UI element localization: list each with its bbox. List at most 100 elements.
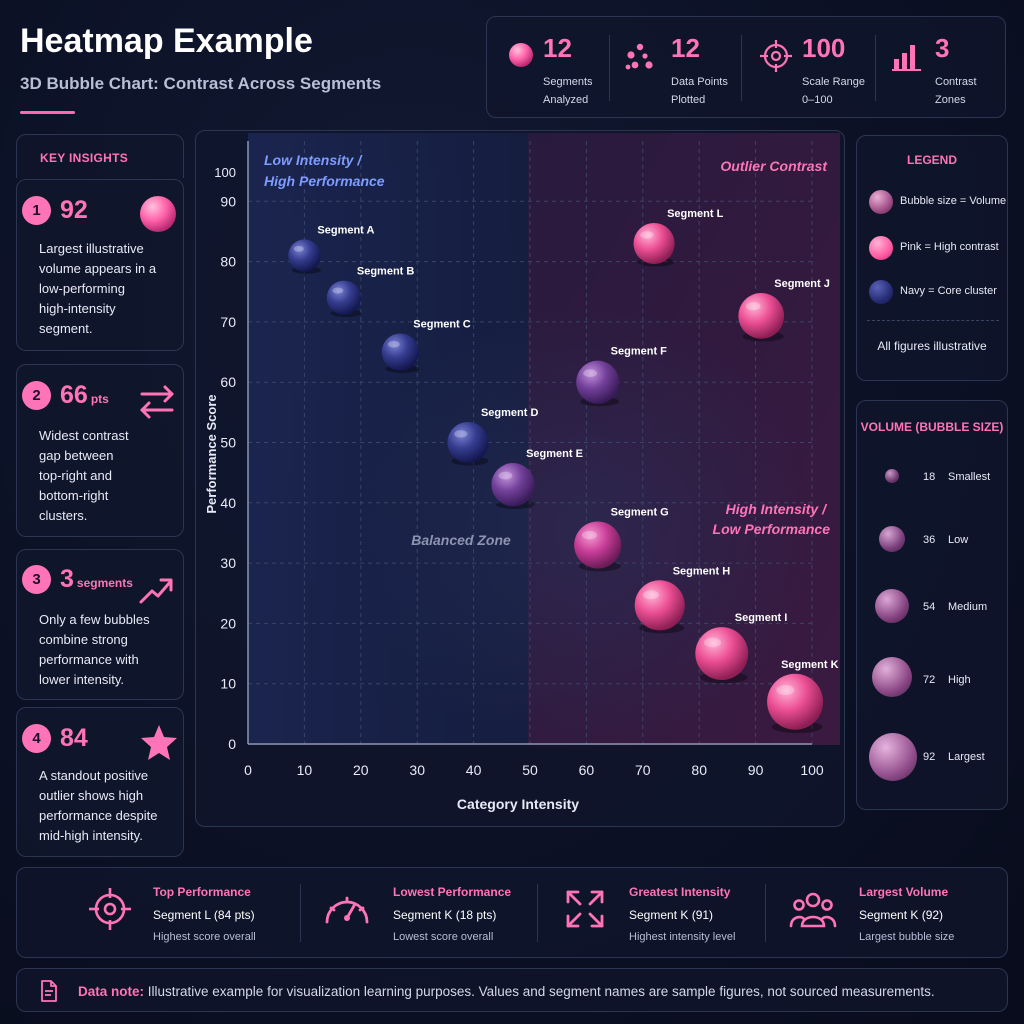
- insight-text: low-performing: [39, 281, 125, 296]
- divider: [609, 35, 610, 101]
- dots-icon: [625, 43, 653, 70]
- divider: [875, 35, 876, 101]
- users-icon: [789, 892, 837, 928]
- insight-text: Largest illustrative: [39, 241, 144, 256]
- bubble-label: Segment I: [735, 612, 788, 624]
- insight-card: 3 3 segments Only a few bubbles combine s…: [16, 549, 184, 700]
- insight-text: clusters.: [39, 508, 88, 523]
- insight-number-badge: 3: [22, 565, 51, 594]
- stat-label: 0–100: [802, 94, 833, 106]
- star-icon: [141, 725, 177, 760]
- pink-bubble-icon: [509, 43, 533, 67]
- bubble-label: Segment G: [611, 507, 669, 519]
- volume-value: 54: [923, 601, 936, 613]
- zone-label-high-intensity: High Intensity /: [726, 501, 828, 517]
- volume-item: 92 Largest: [857, 729, 1009, 785]
- stat-value: 12: [543, 33, 572, 63]
- data-note-panel: Data note: Illustrative example for visu…: [16, 968, 1008, 1012]
- volume-value: 92: [923, 751, 936, 763]
- bubbles-layer: Segment A Segment B Segment C Segment D Segm…: [288, 208, 839, 734]
- pink-dot-icon: [869, 236, 893, 260]
- title-underline: [20, 111, 75, 114]
- navy-dot-icon: [869, 280, 893, 304]
- insight-text: performance despite: [39, 808, 158, 823]
- bubble: [381, 333, 419, 371]
- volume-bubble: [872, 657, 912, 697]
- bubble-highlight: [583, 369, 598, 378]
- insight-text: Only a few bubbles: [39, 612, 150, 627]
- x-tick-label: 20: [353, 762, 369, 778]
- expand-arrows-icon: [566, 890, 604, 928]
- x-tick-label: 100: [800, 762, 824, 778]
- divider: [537, 884, 538, 942]
- gauge-icon: [325, 896, 369, 924]
- summary-largest-volume: Largest Volume Segment K (92) Largest bu…: [766, 868, 1006, 958]
- bubble-highlight: [454, 430, 468, 438]
- volume-label: Largest: [948, 751, 985, 763]
- page-title: Heatmap Example: [20, 22, 313, 60]
- volume-title: VOLUME (BUBBLE SIZE): [860, 420, 1004, 434]
- volume-value: 72: [923, 674, 936, 686]
- bubble-highlight: [776, 684, 795, 696]
- legend-title: LEGEND: [906, 153, 957, 167]
- summary-desc: Lowest score overall: [393, 931, 494, 943]
- volume-bubble: [879, 526, 905, 552]
- bubble: [288, 239, 321, 272]
- summary-title: Top Performance: [153, 885, 251, 899]
- legend-label: Navy = Core cluster: [900, 285, 997, 297]
- volume-value: 18: [923, 471, 936, 483]
- stat-label: Plotted: [671, 94, 706, 106]
- zone-label-low-intensity: High Performance: [264, 173, 385, 189]
- target-icon: [760, 40, 792, 72]
- insights-title: KEY INSIGHTS: [40, 151, 129, 165]
- insight-text: lower intensity.: [39, 672, 125, 687]
- bubble-highlight: [745, 302, 761, 311]
- insight-card: 1 92 Largest illustrative volume appears…: [16, 179, 184, 351]
- x-tick-label: 50: [522, 762, 538, 778]
- bubble-highlight: [498, 471, 513, 480]
- stat-label: Contrast: [935, 76, 977, 88]
- stat-label: Segments: [543, 76, 593, 88]
- x-tick-label: 80: [691, 762, 707, 778]
- summary-desc: Largest bubble size: [859, 931, 955, 943]
- legend-label: Bubble size = Volume: [900, 195, 1007, 207]
- insight-text: gap between: [39, 448, 114, 463]
- bubble: [695, 627, 749, 681]
- chart-axes: 0 10 20 30 40 50 60 70 80 90 100 0 10 20 30 40 50 60 70 80 9…: [214, 141, 824, 778]
- volume-panel: VOLUME (BUBBLE SIZE) 18 Smallest 36 Low …: [856, 400, 1008, 810]
- stat-label: Data Points: [671, 76, 728, 88]
- stat-segments: 12 Segments Analyzed: [505, 17, 615, 117]
- volume-item: 72 High: [857, 654, 1009, 704]
- x-tick-label: 70: [635, 762, 651, 778]
- note-text: Illustrative example for visualization l…: [144, 984, 935, 999]
- summary-greatest-intensity: Greatest Intensity Segment K (91) Highes…: [538, 868, 764, 958]
- volume-value: 36: [923, 534, 936, 546]
- insight-unit: segments: [76, 576, 133, 590]
- insights-header: KEY INSIGHTS: [16, 134, 184, 178]
- y-tick-label: 10: [220, 676, 236, 692]
- insight-text: performance with: [39, 652, 139, 667]
- summary-panel: Top Performance Segment L (84 pts) Highe…: [16, 867, 1008, 958]
- y-tick-label: 50: [220, 435, 236, 451]
- insight-number-badge: 2: [22, 381, 51, 410]
- bubble: [767, 673, 824, 730]
- note-label: Data note:: [78, 984, 145, 999]
- bubble-label: Segment B: [357, 266, 415, 278]
- volume-label: High: [948, 674, 971, 686]
- stat-label: Zones: [935, 94, 966, 106]
- summary-value: Segment L (84 pts): [153, 908, 255, 922]
- stat-contrast-zones: 3 Contrast Zones: [889, 17, 999, 117]
- bubble-label: Segment J: [774, 278, 830, 290]
- summary-title: Lowest Performance: [393, 885, 512, 899]
- summary-title: Greatest Intensity: [629, 885, 731, 899]
- summary-value: Segment K (18 pts): [393, 908, 497, 922]
- legend-panel: LEGEND Bubble size = Volume Pink = High …: [856, 135, 1008, 381]
- stat-value: 100: [802, 33, 846, 63]
- bubble-highlight: [642, 590, 659, 600]
- y-tick-label: 70: [220, 314, 236, 330]
- x-tick-label: 30: [409, 762, 425, 778]
- bubble-chart: 0 10 20 30 40 50 60 70 80 90 100 0 10 20 30 40 50 60 70 80 9…: [204, 133, 840, 812]
- bubble-highlight: [581, 530, 597, 540]
- stat-label: Analyzed: [543, 94, 589, 106]
- bubble-label: Segment A: [317, 224, 374, 236]
